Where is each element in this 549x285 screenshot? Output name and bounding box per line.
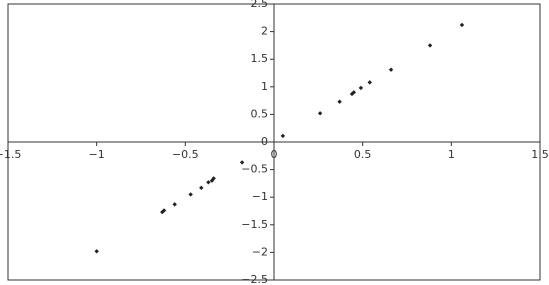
point — [459, 22, 465, 28]
point — [367, 80, 372, 85]
x-tick-label: 1 — [448, 148, 455, 161]
point — [172, 202, 177, 207]
point — [94, 249, 99, 254]
y-tick-label: −0.5 — [241, 163, 268, 176]
x-tick-label: −0.5 — [172, 148, 199, 161]
y-tick-label: −2 — [252, 245, 268, 258]
y-tick-label: 0.5 — [251, 107, 269, 120]
y-tick-label: −2.5 — [241, 273, 268, 285]
y-tick-label: 2 — [261, 25, 268, 38]
y-tick-label: 2.5 — [251, 0, 269, 10]
point — [280, 133, 286, 139]
y-tick-label: 0 — [261, 135, 268, 148]
y-tick-label: 1 — [261, 80, 268, 93]
x-tick-label: −1.5 — [0, 148, 21, 161]
point — [337, 99, 342, 104]
y-tick-label: −1.5 — [241, 218, 268, 231]
point — [206, 180, 211, 185]
x-tick-label: −1 — [89, 148, 105, 161]
point — [358, 85, 364, 91]
point — [209, 178, 215, 183]
point — [239, 160, 245, 165]
x-tick-label: 0.5 — [354, 148, 372, 161]
point — [317, 111, 323, 116]
point — [388, 67, 394, 72]
y-tick-label: 1.5 — [251, 52, 269, 65]
y-tick-label: −1 — [252, 190, 268, 203]
point — [351, 90, 356, 95]
point — [160, 209, 165, 215]
x-tick-label: 1.5 — [531, 148, 549, 161]
point — [427, 43, 433, 48]
x-tick-label: 0 — [271, 148, 278, 161]
point — [188, 192, 193, 197]
point — [199, 185, 204, 191]
